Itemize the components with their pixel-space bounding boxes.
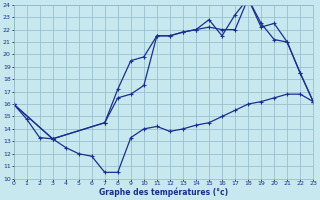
X-axis label: Graphe des températures (°c): Graphe des températures (°c): [99, 188, 228, 197]
